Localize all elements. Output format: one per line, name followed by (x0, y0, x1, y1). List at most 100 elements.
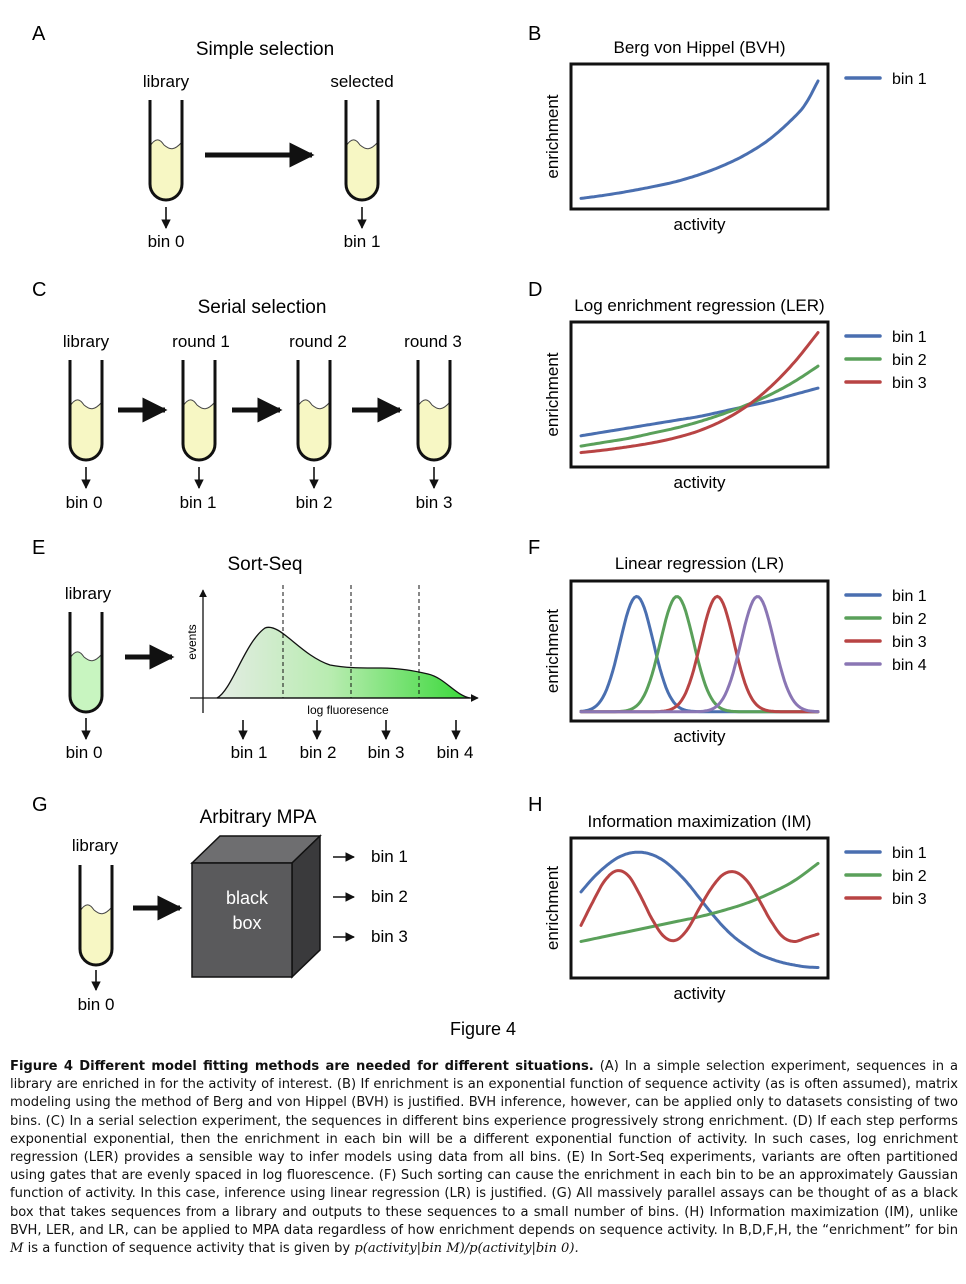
tube-meniscus (345, 139, 379, 150)
legend-label: bin 4 (892, 657, 927, 674)
chart-title: Information maximization (IM) (588, 812, 812, 831)
bin-label-e-2: bin 2 (300, 743, 337, 762)
figure-label: Figure 4 (450, 1019, 516, 1039)
tube-liquid (80, 904, 112, 965)
plot-frame (569, 320, 830, 469)
output-bin-3: bin 3 (371, 927, 408, 946)
bin-label-c-0: bin 0 (66, 493, 103, 512)
plot-frame (569, 579, 830, 723)
figure-canvas: A Simple selection library selected bin … (32, 23, 927, 1039)
test-tube (148, 100, 184, 202)
panel-title-c: Serial selection (198, 297, 327, 318)
tube-liquid (183, 399, 215, 460)
panel-e: E Sort-Seq library bin 0 events log fluo… (32, 537, 479, 762)
caption-body: (A) In a simple selection experiment, se… (10, 1059, 958, 1238)
tube-liquid (70, 651, 102, 712)
tube-meniscus (79, 904, 113, 915)
tube-label-c-0: library (63, 332, 110, 351)
panel-letter-e: E (32, 537, 45, 559)
test-tube (181, 360, 217, 462)
panel-letter-a: A (32, 23, 46, 45)
tube-meniscus (149, 139, 183, 150)
events-label: events (185, 624, 199, 659)
panel-letter-d: D (528, 279, 542, 301)
tube-outline (181, 360, 217, 462)
y-axis-label: enrichment (543, 352, 562, 436)
tube-outline (148, 100, 184, 202)
series-line-2 (579, 364, 820, 448)
x-axis-label: activity (674, 473, 726, 492)
black-box-label-line2: box (232, 913, 261, 933)
tube-liquid (346, 139, 378, 200)
plot-frame (569, 62, 830, 211)
legend-label: bin 2 (892, 611, 927, 628)
legend-label: bin 1 (892, 329, 927, 346)
tube-label-c-3: round 3 (404, 332, 462, 351)
bin-label-a-0: bin 0 (148, 232, 185, 251)
tube-outline (416, 360, 452, 462)
tube-meniscus (182, 399, 216, 410)
bin-label-c-1: bin 1 (180, 493, 217, 512)
caption-title: Figure 4 Different model fitting methods… (10, 1059, 594, 1074)
plot-frame (569, 836, 830, 980)
figure-caption: Figure 4 Different model fitting methods… (10, 1058, 958, 1258)
y-axis-label: enrichment (543, 609, 562, 693)
bin-label-e-4: bin 4 (437, 743, 474, 762)
bin-label-a-1: bin 1 (344, 232, 381, 251)
tube-meniscus (417, 399, 451, 410)
panel-letter-h: H (528, 794, 542, 816)
series-line-1 (579, 594, 820, 714)
tube-outline (296, 360, 332, 462)
x-axis-label: activity (674, 984, 726, 1003)
legend-label: bin 3 (892, 891, 927, 908)
x-axis-label: activity (674, 215, 726, 234)
tube-label-a-1: selected (330, 72, 393, 91)
tube-label-e: library (65, 584, 112, 603)
black-box-label-line1: black (226, 888, 269, 908)
caption-math-expr: p(activity|bin M)/p(activity|bin 0). (354, 1241, 579, 1257)
tube-label-c-2: round 2 (289, 332, 347, 351)
series-line-2 (579, 861, 820, 943)
chart-title: Berg von Hippel (BVH) (614, 38, 786, 57)
bin-label-c-2: bin 2 (296, 493, 333, 512)
tube-liquid (150, 139, 182, 200)
test-tube (296, 360, 332, 462)
series-line-1 (579, 79, 820, 200)
tube-outline (68, 360, 104, 462)
panel-letter-f: F (528, 537, 540, 559)
legend-label: bin 2 (892, 868, 927, 885)
chart-title: Log enrichment regression (LER) (574, 296, 824, 315)
output-bin-2: bin 2 (371, 887, 408, 906)
legend-label: bin 1 (892, 588, 927, 605)
tube-meniscus (69, 399, 103, 410)
bin-label-c-3: bin 3 (416, 493, 453, 512)
output-bin-1: bin 1 (371, 847, 408, 866)
caption-math-var: M (10, 1241, 24, 1257)
bin-label-e-3: bin 3 (368, 743, 405, 762)
chart-h: H Information maximization (IM) bin 1 bin 2… (528, 794, 927, 1003)
panel-letter-c: C (32, 279, 46, 301)
tube-outline (344, 100, 380, 202)
tube-liquid (298, 399, 330, 460)
test-tube (78, 865, 114, 967)
y-axis-label: enrichment (543, 866, 562, 950)
panel-letter-g: G (32, 794, 48, 816)
tube-label-g: library (72, 836, 119, 855)
panel-g: G Arbitrary MPA library bin 0 black box … (32, 794, 408, 1014)
chart-title: Linear regression (LR) (615, 554, 784, 573)
series-line-1 (579, 386, 820, 438)
bin-label-e-1: bin 1 (231, 743, 268, 762)
black-box-cube: black box (190, 834, 322, 979)
panel-letter-b: B (528, 23, 541, 45)
test-tube (416, 360, 452, 462)
tube-outline (78, 865, 114, 967)
series-line-3 (579, 869, 820, 943)
tube-liquid (418, 399, 450, 460)
bin-label-e-0: bin 0 (66, 743, 103, 762)
test-tube (68, 360, 104, 462)
panel-title-g: Arbitrary MPA (200, 807, 317, 828)
legend-label: bin 1 (892, 845, 927, 862)
x-axis-label: activity (674, 727, 726, 746)
tube-label-c-1: round 1 (172, 332, 230, 351)
caption-body-end: is a function of sequence activity that … (23, 1241, 355, 1257)
